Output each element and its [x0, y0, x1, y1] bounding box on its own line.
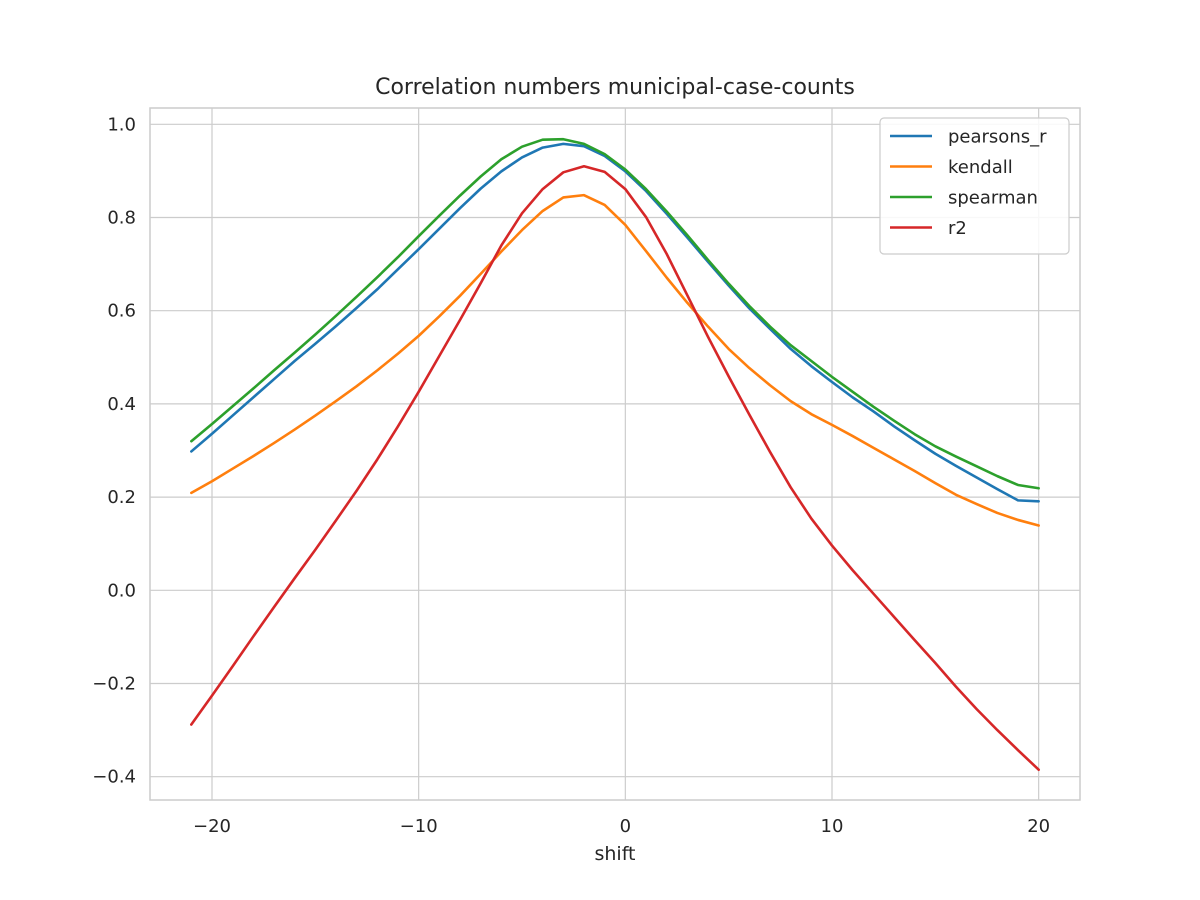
y-axis-ticks: −0.4 −0.2 0.0 0.2 0.4 0.6 0.8 1.0: [92, 114, 136, 787]
legend-item-kendall: kendall: [890, 157, 1013, 178]
series-line-pearsons-r: [190, 142, 1040, 503]
y-tick-label: 0.2: [107, 487, 136, 508]
y-tick-label: 0.6: [107, 301, 136, 322]
legend-label: kendall: [948, 157, 1013, 178]
legend-label: pearsons_r: [948, 127, 1047, 148]
x-axis-label: shift: [594, 843, 635, 865]
x-tick-label: −20: [193, 816, 231, 837]
y-tick-label: −0.4: [92, 767, 136, 788]
x-tick-label: 0: [620, 816, 631, 837]
x-axis-ticks: −20 −10 0 10 20: [193, 816, 1050, 837]
y-tick-label: 1.0: [107, 114, 136, 135]
x-tick-label: 10: [821, 816, 844, 837]
series-line-r2: [190, 164, 1040, 772]
chart-title: Correlation numbers municipal-case-count…: [375, 75, 855, 100]
y-tick-label: 0.0: [107, 580, 136, 601]
x-tick-label: −10: [400, 816, 438, 837]
legend-item-spearman: spearman: [890, 188, 1038, 209]
y-tick-label: 0.4: [107, 394, 136, 415]
legend-item-pearsons-r: pearsons_r: [890, 127, 1047, 148]
legend-label: r2: [948, 218, 967, 239]
plot-border: [149, 107, 1081, 801]
series-layer: [190, 137, 1040, 772]
legend-item-r2: r2: [890, 218, 967, 239]
y-tick-label: 0.8: [107, 208, 136, 229]
series-line-kendall: [190, 193, 1040, 527]
legend-label: spearman: [948, 188, 1038, 209]
plot-frame: [149, 107, 1081, 801]
series-line-spearman: [190, 137, 1040, 490]
x-tick-label: 20: [1027, 816, 1050, 837]
y-tick-label: −0.2: [92, 674, 136, 695]
legend-box: [879, 117, 1070, 255]
